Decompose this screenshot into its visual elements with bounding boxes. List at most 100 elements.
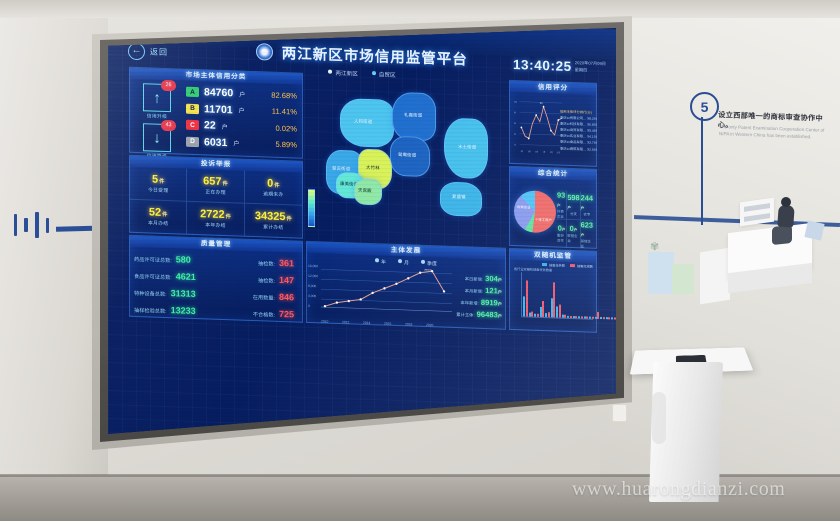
bar-group [539, 300, 544, 318]
statistics-unit: 户 [573, 228, 578, 233]
statistics-cell[interactable]: 0户 联营企业 [567, 219, 581, 248]
bar-group [589, 316, 594, 319]
map-region-label: 鸳鸯街道 [398, 152, 417, 158]
legend-done-count: 抽查完成数 [570, 263, 593, 269]
statistics-cell[interactable]: 244 户 农专 [580, 190, 593, 221]
statistics-grid: 93户 外资企业 598户 分支 244户 农专 [557, 189, 593, 248]
quality-row: 抽样检验总数: 13233 [134, 303, 228, 316]
svg-text:80: 80 [514, 112, 517, 114]
back-arrow-icon: ← [128, 42, 145, 61]
score-ranking-item[interactable]: 重庆xx建筑有限… 92.5分 [560, 146, 598, 152]
bar-group [545, 312, 550, 318]
statistics-label: 其他企业 [580, 238, 591, 248]
credit-grade-row[interactable]: D 6031 户 5.89% [186, 133, 297, 153]
credit-change-icons: ↑ 26 信用升级 ↓ 43 信用降级 [130, 79, 184, 160]
statistics-cell[interactable]: 598 户 分支 [567, 190, 581, 220]
back-button[interactable]: ← 返回 [128, 42, 168, 61]
quality-value: 725 [278, 308, 294, 319]
svg-text:60: 60 [514, 123, 517, 125]
quality-label: 在用数量: [252, 294, 275, 302]
development-stat-label: 累计主体: [456, 311, 475, 318]
score-ranking-list[interactable]: 信用主体评分排行(分) 重庆xx有限公司… 98.2分 重庆xx科技有限… 96… [560, 109, 598, 153]
video-wall-screen: ← 返回 两江新区市场信用监管平台 两江新区 自贸区 13:40:25 2020… [108, 28, 616, 434]
grade-percent-d: 5.89% [275, 140, 297, 150]
quality-value: 31313 [170, 287, 196, 299]
quality-label: 抽检数: [257, 260, 275, 268]
development-stat-label: 本月新增: [464, 287, 484, 294]
credit-upgrade-item[interactable]: ↑ 26 信用升级 [143, 79, 176, 120]
statistics-cell[interactable]: 623 户 其他企业 [581, 220, 593, 248]
svg-text:11月: 11月 [556, 150, 560, 154]
grade-count-a: 84760 [204, 86, 234, 100]
statistics-value: 93 [557, 189, 566, 200]
statistics-cell[interactable]: 93户 外资企业 [557, 189, 568, 220]
complaints-grid: 5件 今日受理 657件 正在办理 0件 逾期未办 52件 [130, 166, 302, 238]
panel-double-random-supervision: 双随机监管 抽查任务数 抽查完成数 各行业双随机抽查任务数量 [509, 247, 616, 333]
district-map[interactable]: 人和街道 礼嘉街道 鸳鸯街道 翠云街道 大竹林 康美街道 天宫殿 水土街道 [306, 73, 504, 244]
arrow-up-icon: ↑ 26 [143, 79, 176, 113]
grade-count-c: 22 [204, 119, 216, 132]
svg-text:9月: 9月 [550, 150, 553, 154]
quality-label: 抽样检验总数: [134, 307, 167, 315]
credit-downgrade-badge: 43 [161, 119, 176, 132]
flow-bar-chart[interactable] [521, 272, 616, 320]
quality-value: 846 [278, 291, 294, 302]
complaint-unit: 件 [225, 213, 231, 220]
complaint-cell[interactable]: 52件 本月办结 [130, 199, 188, 234]
tab-month[interactable]: 月 [398, 259, 409, 266]
wall-decor-bars [14, 212, 49, 238]
development-stat-label: 本年新增: [460, 299, 479, 306]
statistics-cell[interactable]: 0户 股份合作 [557, 218, 568, 248]
complaint-label: 逾期未办 [263, 192, 284, 198]
development-stat-row: 本年新增: 8919户 [454, 296, 503, 307]
grade-unit-a: 户 [239, 92, 246, 99]
clock-time: 13:40:25 [512, 56, 572, 75]
grade-unit-d: 户 [233, 141, 240, 148]
development-stat-value: 121 [485, 285, 498, 295]
watermark: www.huarongdianzi.com [572, 478, 786, 500]
complaint-cell[interactable]: 0件 逾期未办 [244, 170, 302, 206]
statistics-pie-chart[interactable] [514, 189, 556, 233]
development-stat-unit: 户 [497, 276, 502, 283]
police-emblem-icon [256, 43, 274, 61]
bar-group [534, 313, 539, 317]
credit-upgrade-badge: 26 [161, 79, 176, 92]
complaint-cell[interactable]: 2722件 本年办结 [187, 201, 245, 236]
statistics-value: 598 [567, 192, 580, 203]
complaint-cell[interactable]: 34325件 累计办结 [245, 203, 302, 237]
grade-unit-c: 户 [221, 124, 228, 131]
pie-label-domestic: 内资企业 [517, 204, 531, 210]
panel-quality-management: 质量管理 药品许可证总数: 580 食品许可证总数: 4621 [129, 234, 303, 323]
tab-quarter[interactable]: 季度 [421, 260, 437, 267]
svg-text:1月: 1月 [520, 149, 523, 153]
dashboard-root: ← 返回 两江新区市场信用监管平台 两江新区 自贸区 13:40:25 2020… [108, 28, 616, 434]
panel-subject-development: 主体发展 年 月 季度 [306, 240, 506, 330]
clock-date: 2020年07月09日 星期四 [575, 60, 606, 75]
tab-year[interactable]: 年 [375, 258, 386, 265]
bar-group [567, 315, 572, 318]
quality-row: 抽检数: 361 [258, 257, 294, 268]
quality-left-column: 药品许可证总数: 580 食品许可证总数: 4621 特种设备总数: 31313 [134, 249, 228, 320]
complaint-unit: 件 [162, 211, 168, 218]
development-stat-value: 8919 [480, 297, 498, 307]
complaint-label: 本年办结 [205, 223, 226, 229]
quality-label: 食品许可证总数: [134, 273, 172, 281]
statistics-label: 联营企业 [567, 233, 578, 243]
credit-grade-list: A 84760 户 82.68% B 11701 户 11.41% [184, 81, 302, 158]
statistics-label: 股份合作 [557, 233, 564, 243]
svg-text:5月: 5月 [535, 149, 538, 153]
bar-group [550, 282, 555, 318]
pie-label-individual: 个体工商户 [535, 217, 552, 222]
statistics-unit: 户 [580, 206, 585, 211]
complaint-value: 2722 [200, 207, 225, 221]
grade-chip-a: A [186, 86, 199, 98]
complaint-cell[interactable]: 657件 正在办理 [187, 168, 245, 204]
map-legend-gradient [308, 188, 315, 228]
complaint-cell[interactable]: 5件 今日受理 [130, 166, 188, 202]
illustration-chair [772, 224, 792, 246]
complaint-unit: 件 [286, 215, 292, 223]
quality-value: 4621 [175, 270, 196, 282]
grade-percent-b: 11.41% [271, 106, 297, 117]
clock-widget: 13:40:25 2020年07月09日 星期四 [513, 57, 606, 75]
quality-value: 13233 [170, 304, 196, 316]
